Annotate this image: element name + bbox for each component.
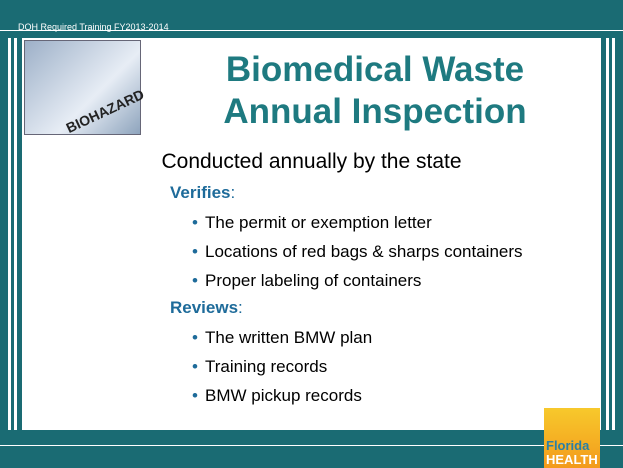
side-bar xyxy=(14,38,17,430)
bullet-item: Proper labeling of containers xyxy=(205,269,535,292)
rule xyxy=(0,30,623,31)
section-heading: Verifies: xyxy=(170,183,235,203)
bullet-item: BMW pickup records xyxy=(205,384,535,407)
image-label: BIOHAZARD xyxy=(64,86,147,136)
title: Annual Inspection xyxy=(150,92,600,132)
logo-text: Florida xyxy=(546,438,589,453)
logo-text: HEALTH xyxy=(546,452,598,467)
bullet-item: The written BMW plan xyxy=(205,326,535,349)
heading-suffix: : xyxy=(231,183,236,202)
side-bar xyxy=(612,38,615,430)
logo: Florida HEALTH xyxy=(544,408,600,468)
heading-suffix: : xyxy=(238,298,243,317)
heading-text: Reviews xyxy=(170,298,238,317)
heading-text: Verifies xyxy=(170,183,231,202)
section-heading: Reviews: xyxy=(170,298,243,318)
subtitle: Conducted annually by the state xyxy=(0,150,623,174)
footer xyxy=(0,430,623,468)
side-bar xyxy=(8,38,11,430)
bullet-item: The permit or exemption letter xyxy=(205,211,535,234)
biohazard-image: BIOHAZARD xyxy=(24,40,141,135)
bullet-item: Locations of red bags & sharps container… xyxy=(205,240,535,263)
slide: DOH Required Training FY2013-2014 BIOHAZ… xyxy=(0,0,623,468)
rule xyxy=(0,445,623,446)
header: DOH Required Training FY2013-2014 xyxy=(0,0,623,38)
bullet-item: Training records xyxy=(205,355,535,378)
side-bar xyxy=(606,38,609,430)
title: Biomedical Waste xyxy=(150,50,600,90)
